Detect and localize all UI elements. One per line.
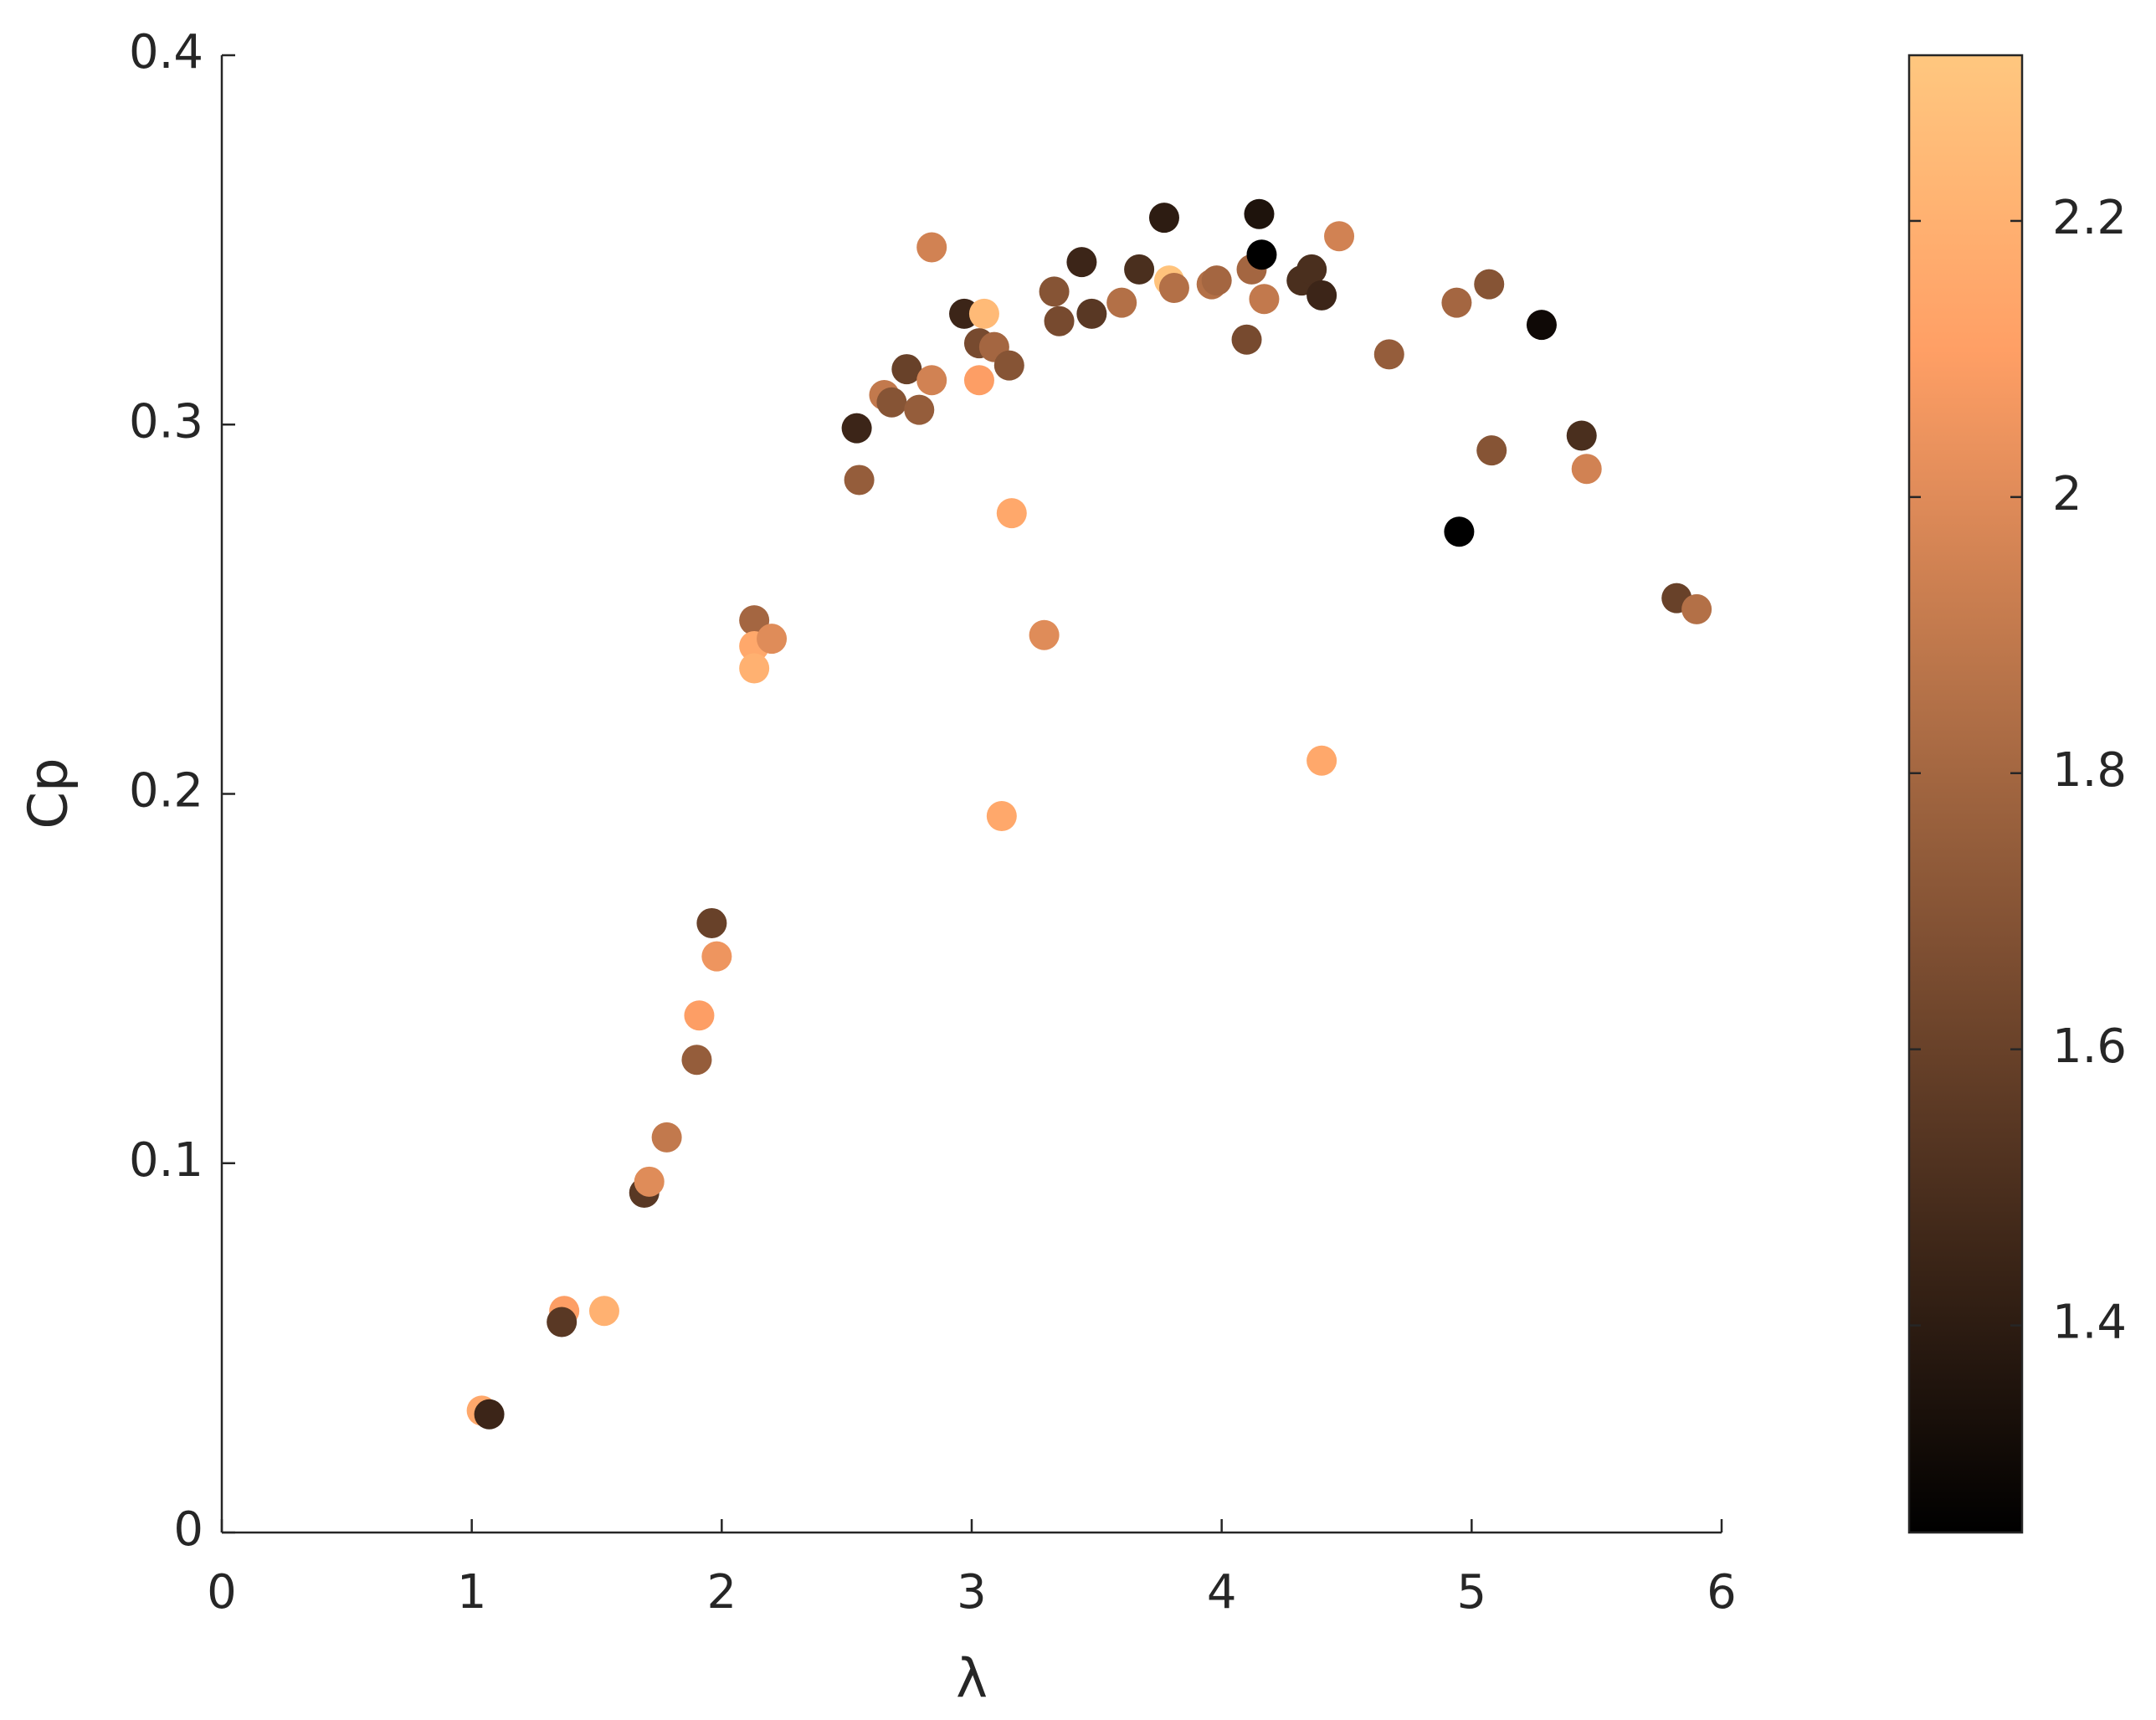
scatter-point (986, 800, 1017, 831)
scatter-point (993, 350, 1024, 381)
y-tick-label: 0.3 (129, 394, 203, 449)
colorbar (1907, 54, 2024, 1534)
colorbar-tick-label: 1.6 (2052, 1019, 2127, 1074)
x-tick-label: 2 (707, 1565, 737, 1620)
x-tick-label: 0 (207, 1565, 237, 1620)
colorbar-tick-label: 1.4 (2052, 1296, 2127, 1350)
scatter-point (1306, 280, 1337, 311)
x-tick-label: 6 (1707, 1565, 1737, 1620)
y-axis-label: Cp (18, 757, 80, 829)
scatter-point (1106, 287, 1137, 318)
scatter-point (891, 354, 922, 385)
scatter-point (1231, 324, 1262, 355)
scatter-point (1566, 420, 1597, 451)
scatter-point (1526, 310, 1557, 341)
y-tick-label: 0.1 (129, 1133, 203, 1188)
scatter-point (1306, 745, 1337, 776)
y-tick-label: 0.4 (129, 25, 203, 80)
scatter-point (996, 498, 1027, 529)
scatter-point (1148, 203, 1179, 234)
scatter-point (1039, 276, 1070, 307)
scatter-point (916, 365, 947, 396)
colorbar-tick-label: 2.2 (2052, 191, 2127, 245)
scatter-point (681, 1045, 712, 1076)
scatter-point (844, 465, 875, 495)
scatter-point (739, 653, 770, 684)
x-tick-label: 5 (1457, 1565, 1487, 1620)
x-tick-label: 1 (457, 1565, 487, 1620)
scatter-point (1076, 298, 1107, 329)
scatter-point (1158, 272, 1189, 303)
scatter-point (757, 624, 788, 655)
scatter-point (1124, 254, 1155, 285)
colorbar-tick-label: 2 (2052, 467, 2082, 521)
scatter-point (1373, 339, 1404, 370)
scatter-point (1201, 265, 1232, 296)
scatter-point (547, 1307, 578, 1337)
y-tick-label: 0.2 (129, 764, 203, 819)
scatter-point (1029, 619, 1060, 650)
scatter-point (588, 1296, 619, 1327)
x-axis-label: λ (956, 1649, 988, 1711)
scatter-point (684, 1000, 715, 1031)
scatter-point (1476, 435, 1507, 466)
scatter-point (1296, 254, 1327, 285)
scatter-point (651, 1122, 682, 1153)
y-tick-label: 0 (173, 1502, 203, 1557)
scatter-point (841, 413, 872, 444)
scatter-point (696, 907, 727, 938)
scatter-point (1044, 305, 1075, 336)
scatter-point (1571, 454, 1602, 485)
scatter-point (1441, 287, 1472, 318)
scatter-point (916, 232, 947, 263)
scatter-point (963, 365, 994, 396)
scatter-point (1681, 593, 1712, 624)
scatter-point (1244, 198, 1275, 229)
scatter-point (701, 941, 732, 972)
scatter-point (1249, 284, 1280, 315)
scatter-point (968, 298, 999, 329)
scatter-point (474, 1399, 505, 1430)
x-tick-label: 3 (957, 1565, 987, 1620)
scatter-point (904, 394, 935, 425)
scatter-point (1246, 239, 1277, 270)
colorbar-tick-label: 1.8 (2052, 743, 2127, 798)
scatter-point (634, 1166, 665, 1197)
x-tick-label: 4 (1207, 1565, 1237, 1620)
scatter-point (1444, 516, 1475, 547)
scatter-point (876, 387, 907, 418)
scatter-point (1324, 221, 1355, 252)
scatter-point (1474, 269, 1505, 300)
scatter-point (1066, 247, 1097, 278)
